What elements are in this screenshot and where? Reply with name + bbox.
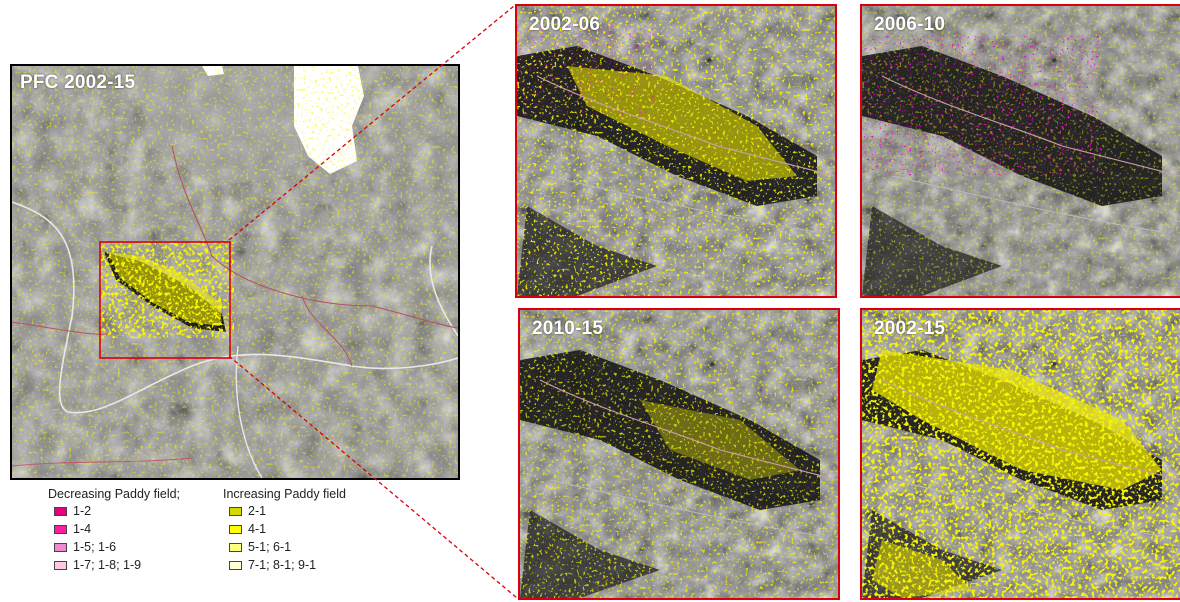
legend-decreasing: Decreasing Paddy field; 1-2 1-4 1-5; 1-6…	[48, 486, 180, 574]
legend-item: 7-1; 8-1; 9-1	[229, 556, 346, 574]
legend-item: 1-5; 1-6	[54, 538, 180, 556]
legend-item: 2-1	[229, 502, 346, 520]
inset-map-2006-10: 2006-10	[860, 4, 1180, 298]
legend-swatch	[229, 560, 242, 570]
legend-item-label: 4-1	[248, 522, 267, 536]
legend-swatch	[229, 506, 242, 516]
legend-item: 4-1	[229, 520, 346, 538]
zoom-area-box	[99, 241, 231, 359]
overview-map-image	[12, 66, 458, 478]
legend-swatch	[54, 542, 67, 552]
overview-map-label: PFC 2002-15	[20, 72, 136, 93]
legend-item-label: 5-1; 6-1	[248, 540, 292, 554]
legend-swatch	[54, 506, 67, 516]
legend-item-label: 1-2	[73, 504, 92, 518]
legend-swatch	[229, 524, 242, 534]
legend-item: 1-7; 1-8; 1-9	[54, 556, 180, 574]
legend-swatch	[54, 560, 67, 570]
inset-label: 2006-10	[874, 14, 946, 35]
legend-item-label: 1-7; 1-8; 1-9	[73, 558, 142, 572]
legend-item-label: 2-1	[248, 504, 267, 518]
legend-swatch	[54, 524, 67, 534]
legend-item-label: 7-1; 8-1; 9-1	[248, 558, 317, 572]
legend-increasing-title: Increasing Paddy field	[223, 487, 346, 501]
legend-increasing: Increasing Paddy field 2-1 4-1 5-1; 6-1 …	[223, 486, 346, 574]
inset-map-2010-15: 2010-15	[518, 308, 840, 600]
inset-map-2002-15: 2002-15	[860, 308, 1180, 600]
legend-decreasing-title: Decreasing Paddy field;	[48, 487, 181, 501]
legend-item-label: 1-4	[73, 522, 92, 536]
inset-label: 2010-15	[532, 318, 604, 339]
legend-item: 1-4	[54, 520, 180, 538]
legend-item-label: 1-5; 1-6	[73, 540, 117, 554]
legend-item: 1-2	[54, 502, 180, 520]
inset-label: 2002-15	[874, 318, 946, 339]
inset-label: 2002-06	[529, 14, 601, 35]
inset-map-2002-06: 2002-06	[515, 4, 837, 298]
overview-map: PFC 2002-15	[10, 64, 460, 480]
legend-swatch	[229, 542, 242, 552]
legend-item: 5-1; 6-1	[229, 538, 346, 556]
